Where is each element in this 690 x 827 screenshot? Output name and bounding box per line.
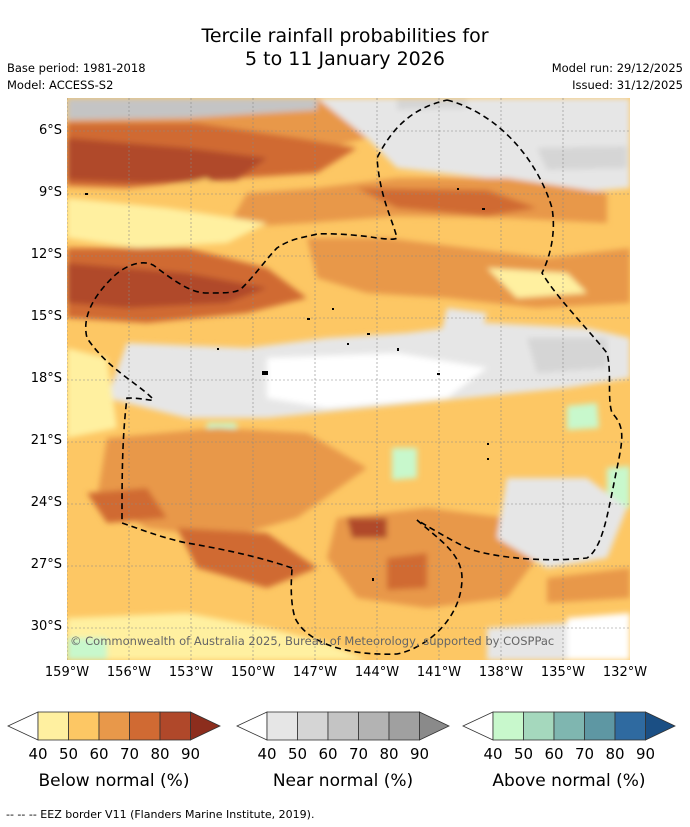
legend-tick: 70 bbox=[119, 745, 140, 763]
legend-tick: 60 bbox=[544, 745, 564, 763]
base-period: Base period: 1981-2018 bbox=[7, 61, 146, 75]
legend-tick: 50 bbox=[287, 745, 308, 763]
lat-label: 30°S bbox=[30, 619, 62, 634]
legend-swatch bbox=[266, 711, 298, 741]
legend-tick: 80 bbox=[379, 745, 399, 763]
legend-above-colorbar bbox=[462, 711, 676, 741]
lon-label: 141°W bbox=[416, 665, 462, 680]
lat-label: 12°S bbox=[30, 247, 62, 262]
legend-swatch bbox=[129, 711, 161, 741]
lon-label: 159°W bbox=[44, 665, 90, 680]
legend-swatch bbox=[68, 711, 100, 741]
legend-tick: 50 bbox=[58, 745, 79, 763]
lat-label: 24°S bbox=[30, 495, 62, 510]
lon-label: 132°W bbox=[602, 665, 648, 680]
map-gridlines bbox=[67, 98, 630, 660]
map-title-line1: Tercile rainfall probabilities for bbox=[201, 25, 489, 47]
lat-label: 9°S bbox=[38, 185, 62, 200]
eez-footnote: -- -- -- EEZ border V11 (Flanders Marine… bbox=[6, 808, 315, 821]
legend-swatch-under bbox=[462, 711, 494, 741]
legend-tick: 40 bbox=[483, 745, 503, 763]
legend-swatch bbox=[37, 711, 69, 741]
lon-label: 147°W bbox=[292, 665, 338, 680]
legend-tick: 80 bbox=[605, 745, 625, 763]
lat-label: 15°S bbox=[30, 309, 62, 324]
legend-swatch bbox=[553, 711, 585, 741]
lon-label: 156°W bbox=[106, 665, 152, 680]
legend-swatch bbox=[98, 711, 130, 741]
legend-below-colorbar bbox=[7, 711, 221, 741]
probability-fields bbox=[67, 98, 630, 660]
legend-swatch-under bbox=[236, 711, 268, 741]
legend-tick: 40 bbox=[257, 745, 277, 763]
legend-tick: 60 bbox=[318, 745, 338, 763]
legend-tick: 80 bbox=[150, 745, 170, 763]
lon-label: 135°W bbox=[540, 665, 586, 680]
legend-colorbars bbox=[7, 711, 676, 741]
legend-swatch bbox=[358, 711, 390, 741]
lat-label: 6°S bbox=[38, 123, 62, 138]
legend-swatch bbox=[159, 711, 191, 741]
legend-tick: 50 bbox=[513, 745, 534, 763]
eez-border-lines bbox=[85, 99, 623, 655]
legend-tick: 90 bbox=[180, 745, 201, 763]
lon-label: 144°W bbox=[354, 665, 400, 680]
legend-swatch bbox=[388, 711, 420, 741]
issued-date: Issued: 31/12/2025 bbox=[572, 78, 683, 92]
map-title-line2: 5 to 11 January 2026 bbox=[245, 48, 445, 70]
legend-swatch bbox=[523, 711, 555, 741]
lat-label: 18°S bbox=[30, 371, 62, 386]
probability-map-svg bbox=[67, 98, 630, 660]
legend-tick: 70 bbox=[574, 745, 595, 763]
island-markers bbox=[85, 188, 489, 581]
legend-swatch bbox=[327, 711, 359, 741]
legend-near-title: Near normal (%) bbox=[272, 771, 414, 791]
lat-label: 27°S bbox=[30, 557, 62, 572]
legend-tick: 40 bbox=[28, 745, 48, 763]
lon-label: 150°W bbox=[230, 665, 276, 680]
model-name: Model: ACCESS-S2 bbox=[7, 78, 114, 92]
lon-label: 138°W bbox=[478, 665, 524, 680]
legend-swatch-under bbox=[7, 711, 39, 741]
legend-swatch-over bbox=[419, 711, 450, 741]
lon-label: 153°W bbox=[168, 665, 214, 680]
legend-swatch bbox=[297, 711, 329, 741]
legend-swatch bbox=[584, 711, 616, 741]
lat-label: 21°S bbox=[30, 433, 62, 448]
legend-swatch-over bbox=[190, 711, 221, 741]
legend-tick: 90 bbox=[409, 745, 430, 763]
model-run: Model run: 29/12/2025 bbox=[551, 61, 683, 75]
probability-map: © Commonwealth of Australia 2025, Bureau… bbox=[67, 98, 630, 660]
legend-swatch bbox=[614, 711, 646, 741]
legend-tick: 90 bbox=[635, 745, 656, 763]
legend-near-colorbar bbox=[236, 711, 450, 741]
legend-above-title: Above normal (%) bbox=[492, 771, 646, 791]
legend-tick: 70 bbox=[348, 745, 369, 763]
legend-swatch bbox=[492, 711, 524, 741]
legend-tick: 60 bbox=[89, 745, 109, 763]
legend-swatch-over bbox=[645, 711, 676, 741]
copyright-notice: © Commonwealth of Australia 2025, Bureau… bbox=[70, 634, 555, 648]
legend-below-title: Below normal (%) bbox=[38, 771, 190, 791]
